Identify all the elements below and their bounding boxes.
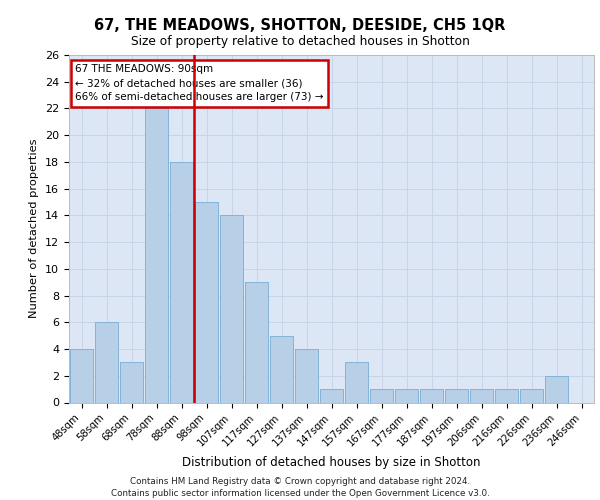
Bar — [320, 389, 343, 402]
Bar — [220, 216, 243, 402]
Bar — [520, 389, 543, 402]
Bar — [120, 362, 143, 403]
Bar — [70, 349, 93, 403]
Bar — [145, 108, 168, 403]
Text: 67 THE MEADOWS: 90sqm
← 32% of detached houses are smaller (36)
66% of semi-deta: 67 THE MEADOWS: 90sqm ← 32% of detached … — [76, 64, 324, 102]
Bar — [395, 389, 418, 402]
Bar — [295, 349, 318, 403]
Text: Contains HM Land Registry data © Crown copyright and database right 2024.
Contai: Contains HM Land Registry data © Crown c… — [110, 476, 490, 498]
Bar — [445, 389, 468, 402]
Bar — [95, 322, 118, 402]
Bar — [270, 336, 293, 402]
Bar — [170, 162, 193, 402]
Text: Size of property relative to detached houses in Shotton: Size of property relative to detached ho… — [131, 35, 469, 48]
Bar — [245, 282, 268, 403]
Text: 67, THE MEADOWS, SHOTTON, DEESIDE, CH5 1QR: 67, THE MEADOWS, SHOTTON, DEESIDE, CH5 1… — [94, 18, 506, 32]
Bar — [195, 202, 218, 402]
Bar — [370, 389, 393, 402]
Bar — [545, 376, 568, 402]
Bar — [345, 362, 368, 403]
X-axis label: Distribution of detached houses by size in Shotton: Distribution of detached houses by size … — [182, 456, 481, 469]
Bar — [470, 389, 493, 402]
Bar — [420, 389, 443, 402]
Bar — [495, 389, 518, 402]
Y-axis label: Number of detached properties: Number of detached properties — [29, 139, 40, 318]
